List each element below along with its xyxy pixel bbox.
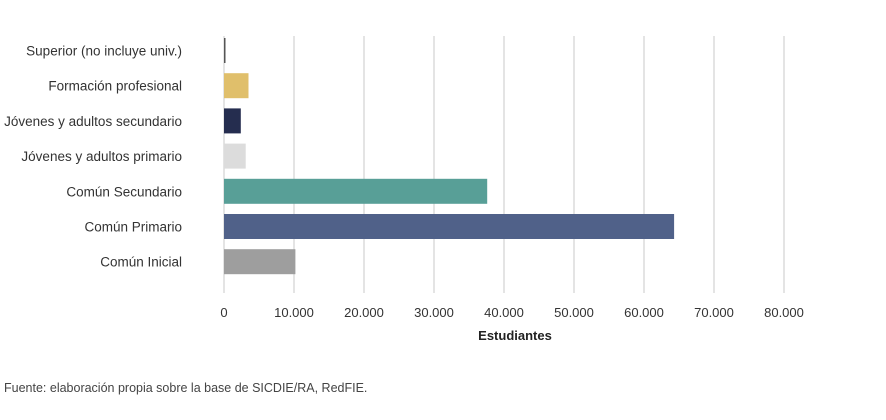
tick-labels: 0 10.000 20.000 30.000 40.000 50.000 60.000 70.…	[220, 305, 804, 320]
bar	[224, 108, 241, 134]
x-tick-label: 50.000	[554, 305, 594, 320]
bar	[224, 214, 675, 239]
category-label: Común Secundario	[66, 184, 182, 199]
x-tick-label: 20.000	[344, 305, 384, 320]
gridlines	[223, 36, 785, 293]
x-tick-label: 10.000	[274, 305, 314, 320]
category-labels: Superior (no incluye univ.) Formación pro…	[4, 44, 182, 270]
x-tick-label: 30.000	[414, 305, 454, 320]
category-label: Formación profesional	[48, 79, 182, 94]
bars	[224, 38, 675, 275]
source-note: Fuente: elaboración propia sobre la base…	[4, 381, 368, 395]
x-tick-label: 60.000	[624, 305, 664, 320]
category-label: Jóvenes y adultos primario	[21, 149, 182, 164]
bar	[224, 178, 488, 204]
category-label: Común Primario	[84, 220, 182, 235]
category-label: Superior (no incluye univ.)	[26, 44, 182, 59]
x-tick-label: 80.000	[764, 305, 804, 320]
bar	[224, 73, 249, 99]
x-tick-label: 70.000	[694, 305, 734, 320]
category-label: Común Inicial	[100, 255, 182, 270]
x-axis-title: Estudiantes	[478, 328, 552, 343]
bar-chart: Superior (no incluye univ.) Formación pro…	[4, 36, 804, 343]
bar	[224, 38, 226, 63]
x-tick-label: 40.000	[484, 305, 524, 320]
x-tick-label: 0	[220, 305, 227, 320]
bar	[224, 143, 246, 169]
category-label: Jóvenes y adultos secundario	[4, 114, 182, 129]
bar	[224, 249, 296, 275]
